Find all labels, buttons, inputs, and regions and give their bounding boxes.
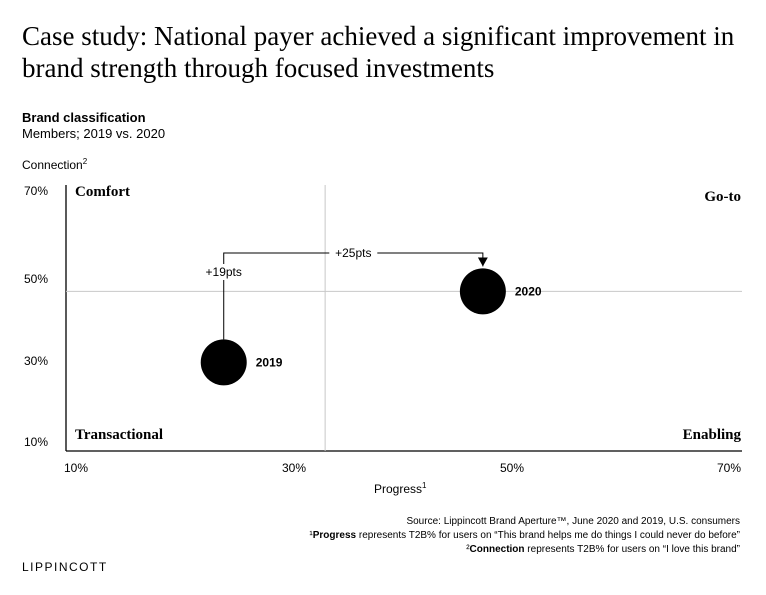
x-tick-label: 70% <box>717 461 741 475</box>
point-label-2020: 2020 <box>515 284 542 298</box>
y-axis-label-sup: 2 <box>82 157 88 166</box>
x-change-label-bg <box>329 245 378 261</box>
x-axis-label-text: Progress <box>374 482 423 496</box>
footnote-progress: ¹Progress represents T2B% for users on “… <box>309 530 740 541</box>
brand-logo: LIPPINCOTT <box>22 560 108 574</box>
point-2019 <box>200 339 247 386</box>
point-label-2019: 2019 <box>256 355 283 369</box>
change-connector-line <box>223 252 488 340</box>
footnote-progress-text: represents T2B% for users on “This brand… <box>356 530 740 541</box>
footnote-connection-mark: ² <box>466 544 470 555</box>
footnote-connection-text: represents T2B% for users on “I love thi… <box>524 544 740 555</box>
y-tick-label: 30% <box>24 354 48 368</box>
quadrant-label-go-to: Go-to <box>704 189 741 205</box>
quadrant-label-comfort: Comfort <box>75 184 130 200</box>
y-change-label-bg <box>199 264 248 280</box>
y-tick-label: 70% <box>24 184 48 198</box>
chart-subtitle-bold: Brand classification <box>22 110 146 125</box>
footnote-progress-term: Progress <box>312 530 357 541</box>
chart-subtitle: Members; 2019 vs. 2020 <box>22 126 166 141</box>
x-axis-label-sup: 1 <box>422 481 427 490</box>
footnote-source: Source: Lippincott Brand Aperture™, June… <box>406 516 740 527</box>
footnote-connection-term: Connection <box>469 544 525 555</box>
y-tick-label: 50% <box>24 272 48 286</box>
footnote-progress-mark: ¹ <box>309 530 313 541</box>
y-axis-label-text: Connection <box>22 158 83 172</box>
x-change-label: +25pts <box>335 246 371 260</box>
footnote-connection: ²Connection represents T2B% for users on… <box>466 544 740 555</box>
quadrant-label-enabling: Enabling <box>683 427 742 443</box>
x-tick-label: 30% <box>282 461 306 475</box>
x-tick-label: 50% <box>500 461 524 475</box>
y-change-label: +19pts <box>206 265 242 279</box>
x-tick-label: 10% <box>64 461 88 475</box>
x-axis-label: Progress1 <box>374 481 427 497</box>
page-title: Case study: National payer achieved a si… <box>22 21 735 83</box>
y-tick-label: 10% <box>24 435 48 449</box>
y-axis-label: Connection2 <box>22 157 88 173</box>
quadrant-label-transactional: Transactional <box>75 427 163 443</box>
point-2020 <box>459 268 506 315</box>
